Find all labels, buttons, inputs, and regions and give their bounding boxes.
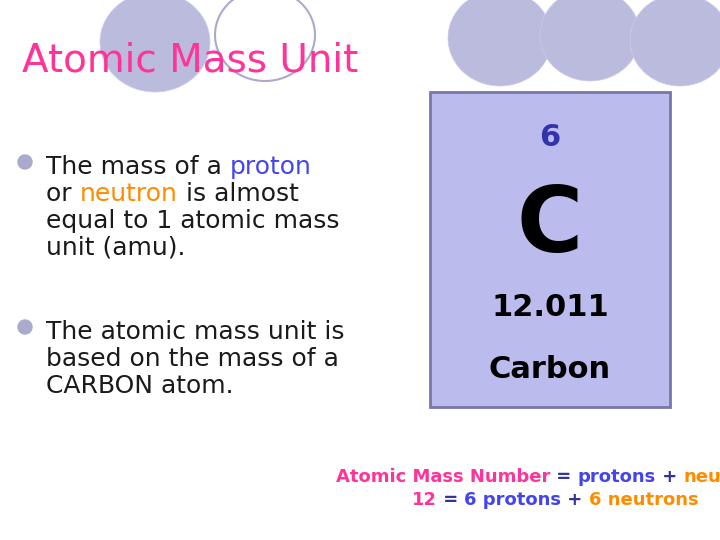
Text: =: = [437,491,464,509]
Text: Atomic Mass Unit: Atomic Mass Unit [22,42,359,80]
Text: Carbon: Carbon [489,355,611,384]
Text: neutron: neutron [80,182,178,206]
Text: 12.011: 12.011 [491,293,609,321]
Text: +: + [656,468,683,486]
Text: equal to 1 atomic mass: equal to 1 atomic mass [46,209,340,233]
Text: +: + [561,491,589,509]
Text: Atomic Mass Number: Atomic Mass Number [336,468,550,486]
Text: The atomic mass unit is: The atomic mass unit is [46,320,344,344]
Ellipse shape [448,0,552,86]
Text: protons: protons [577,468,656,486]
Circle shape [18,320,32,334]
Ellipse shape [540,0,640,81]
Text: based on the mass of a: based on the mass of a [46,347,339,371]
Text: C: C [517,183,583,271]
Circle shape [18,155,32,169]
Text: or: or [46,182,80,206]
Text: proton: proton [230,155,312,179]
Text: CARBON atom.: CARBON atom. [46,374,233,398]
Text: is almost: is almost [178,182,298,206]
Text: 6: 6 [539,123,561,152]
Text: =: = [550,468,577,486]
Text: The mass of a: The mass of a [46,155,230,179]
Text: 6 protons: 6 protons [464,491,561,509]
Ellipse shape [215,0,315,81]
Text: neutrons: neutrons [683,468,720,486]
Text: 12: 12 [412,491,437,509]
Text: unit (amu).: unit (amu). [46,236,186,260]
Text: 6 neutrons: 6 neutrons [589,491,698,509]
Ellipse shape [630,0,720,86]
FancyBboxPatch shape [430,92,670,407]
Ellipse shape [100,0,210,92]
